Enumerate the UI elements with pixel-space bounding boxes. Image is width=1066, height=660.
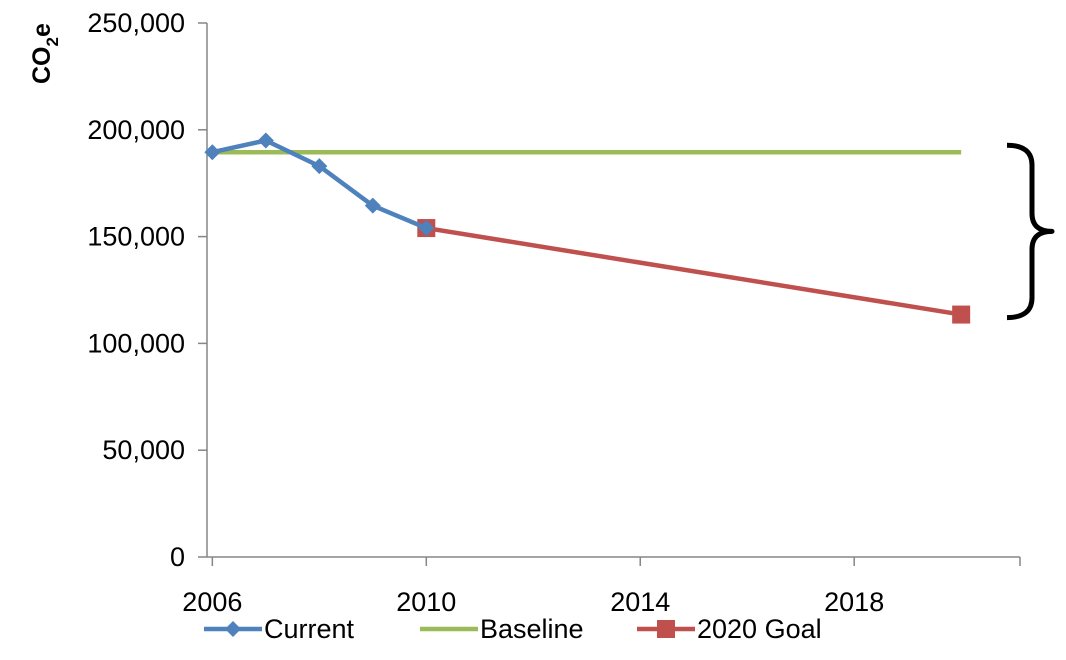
y-tick-label: 50,000 [102, 435, 185, 465]
x-axis: 2006 2010 2014 2018 [182, 556, 1021, 617]
legend-swatch-marker-2020-goal [657, 620, 675, 638]
series-point-current [204, 144, 221, 161]
y-axis-title-text: CO2e [28, 23, 62, 84]
y-axis: 0 50,000 100,000 150,000 200,000 250,000 [87, 8, 208, 572]
x-tick-label: 2010 [396, 587, 456, 617]
legend-item-current: Current [204, 614, 355, 644]
legend-swatch-marker-current [225, 621, 241, 637]
legend: Current Baseline 2020 Goal [204, 614, 822, 644]
y-tick-label: 100,000 [87, 328, 185, 358]
series-point-2020-goal [952, 305, 971, 324]
y-axis-title-sub: 2 [43, 37, 62, 46]
y-tick-label: 250,000 [87, 8, 185, 38]
series-layer [204, 132, 971, 324]
legend-item-baseline: Baseline [420, 614, 584, 644]
y-tick-label: 0 [170, 542, 185, 572]
y-tick-label: 150,000 [87, 222, 185, 252]
y-axis-title-main: CO [28, 47, 56, 85]
legend-label-2020-goal: 2020 Goal [697, 614, 822, 644]
series-point-current [257, 132, 274, 149]
x-tick-label: 2006 [182, 587, 242, 617]
y-axis-title-suffix: e [28, 23, 56, 37]
x-tick-label: 2014 [610, 587, 670, 617]
series-point-current [364, 197, 381, 214]
y-tick-label: 200,000 [87, 115, 185, 145]
annotation-layer [1006, 142, 1055, 321]
legend-label-baseline: Baseline [480, 614, 584, 644]
legend-item-2020-goal: 2020 Goal [637, 614, 822, 644]
series-line-2020-goal [425, 225, 962, 317]
y-axis-title: CO2e [28, 23, 62, 84]
x-tick-label: 2018 [824, 587, 884, 617]
series-point-current [311, 158, 328, 175]
series-point-current [418, 220, 435, 237]
legend-label-current: Current [264, 614, 355, 644]
curly-brace-annotation [1006, 142, 1055, 321]
